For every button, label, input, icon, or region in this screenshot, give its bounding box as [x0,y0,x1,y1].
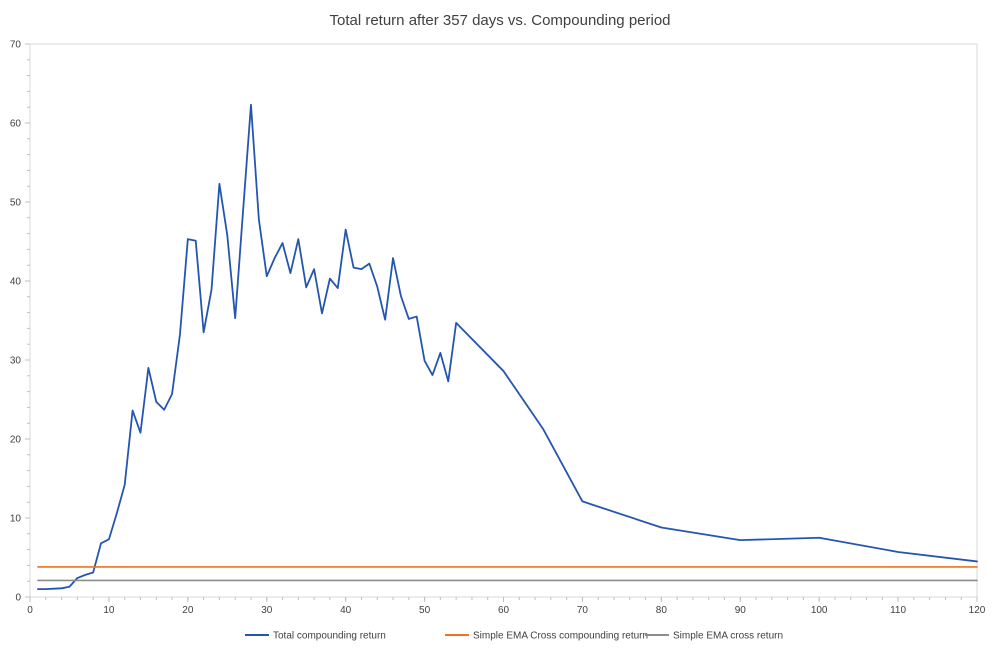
x-tick-label: 80 [656,605,668,616]
x-tick-label: 40 [340,605,352,616]
x-tick-label: 70 [577,605,589,616]
x-tick-label: 10 [103,605,115,616]
x-tick-label: 110 [890,605,906,616]
series-group [36,103,978,590]
y-tick-label: 50 [10,198,22,209]
legend-label: Simple EMA cross return [673,631,783,642]
chart-title: Total return after 357 days vs. Compound… [329,12,670,29]
series-line [36,103,978,590]
x-tick-label: 0 [27,605,33,616]
x-tick-label: 120 [969,605,986,616]
axes-group: 0 10 20 30 40 50 60 70 0 10 20 30 40 50 60 70 80 90 100 110… [10,40,986,617]
y-tick-label: 30 [10,356,22,367]
x-tick-label: 20 [182,605,194,616]
legend: Total compounding return Simple EMA Cross… [245,631,783,642]
y-tick-label: 60 [10,119,22,130]
x-tick-label: 90 [735,605,747,616]
x-tick-label: 30 [261,605,273,616]
y-tick-label: 0 [15,593,21,604]
y-tick-label: 40 [10,277,22,288]
x-tick-label: 50 [419,605,431,616]
legend-label: Simple EMA Cross compounding return [473,631,648,642]
x-tick-label: 100 [811,605,828,616]
y-tick-label: 20 [10,435,22,446]
legend-label: Total compounding return [273,631,386,642]
y-tick-label: 10 [10,514,22,525]
y-tick-label: 70 [10,40,22,51]
plot-area-border [29,43,978,598]
x-tick-label: 60 [498,605,510,616]
